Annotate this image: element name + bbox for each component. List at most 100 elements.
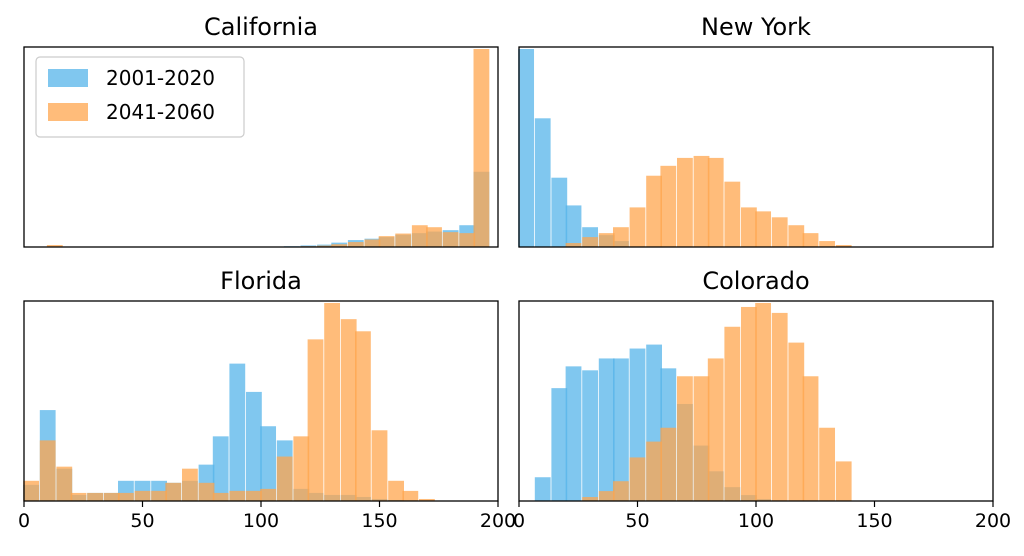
histogram-bar: [260, 426, 277, 501]
histogram-bar: [819, 427, 836, 501]
histogram-bar: [835, 245, 852, 247]
histogram-bar: [307, 339, 324, 501]
histogram-bar: [182, 468, 198, 501]
histogram-bar: [347, 242, 364, 247]
series-3-1: [582, 303, 852, 501]
histogram-bar: [613, 227, 629, 247]
x-tick-label: 50: [625, 510, 649, 532]
histogram-bar: [388, 480, 404, 501]
x-tick-label: 200: [975, 510, 1011, 532]
panel-title: California: [204, 13, 318, 41]
histogram-bar: [87, 492, 104, 501]
histogram-bar: [565, 205, 582, 247]
histogram-bar: [518, 49, 535, 247]
histogram-bar: [693, 376, 710, 501]
x-tick-label: 150: [856, 510, 892, 532]
histogram-bar: [212, 436, 229, 501]
histogram-bar: [724, 326, 741, 501]
histogram-bar: [598, 491, 615, 501]
histogram-bar: [151, 490, 167, 501]
histogram-bar: [740, 306, 757, 501]
histogram-bar: [260, 488, 277, 501]
histogram-bar: [598, 233, 615, 247]
histogram-bar: [198, 482, 215, 501]
x-tick-label: 100: [243, 510, 279, 532]
histogram-bar: [582, 497, 599, 501]
histogram-bar: [646, 175, 662, 247]
panel-title: New York: [701, 13, 811, 41]
histogram-bar: [646, 441, 662, 501]
panel-3: Colorado 0 50 100 150 200: [513, 267, 1011, 532]
histogram-bar: [317, 245, 333, 247]
histogram-bar: [565, 243, 582, 247]
histogram-bar: [355, 331, 371, 501]
legend-swatch: [48, 103, 88, 121]
histogram-bar: [70, 492, 87, 501]
histogram-bar: [740, 207, 757, 247]
x-tick-label: 150: [361, 510, 397, 532]
histogram-bar: [613, 358, 629, 501]
histogram-bar: [755, 211, 772, 247]
histogram-bar: [459, 233, 476, 247]
histogram-bar: [802, 376, 819, 501]
series-1-1: [565, 155, 852, 247]
axes-frame: [23, 46, 499, 248]
histogram-bar: [724, 181, 741, 247]
histogram-bar: [707, 157, 724, 247]
x-tick-label: 0: [513, 510, 525, 532]
histogram-bar: [411, 225, 428, 247]
histogram-bar: [660, 165, 677, 247]
x-tick-label: 50: [130, 510, 154, 532]
histogram-bar: [629, 457, 646, 501]
histogram-bar: [707, 358, 724, 501]
histogram-bar: [551, 177, 568, 247]
histogram-bar: [426, 227, 442, 247]
histogram-bar: [378, 236, 395, 247]
histogram-bar: [788, 342, 805, 501]
histogram-bar: [46, 245, 63, 247]
histogram-bar: [677, 376, 693, 501]
histogram-bar: [534, 118, 551, 247]
histogram-bar: [677, 157, 693, 247]
histogram-bar: [229, 363, 246, 501]
panel-title: Colorado: [702, 267, 809, 295]
histogram-bar: [598, 358, 615, 501]
histogram-bar: [802, 233, 819, 247]
histogram-bar: [56, 466, 73, 501]
histogram-bar: [300, 245, 317, 247]
histogram-bar: [39, 440, 56, 501]
histogram-bar: [771, 217, 788, 247]
panel-2: Florida 0 50 100 150 200: [18, 267, 516, 532]
legend-swatch: [48, 69, 88, 87]
histogram-bar: [693, 155, 710, 247]
legend: 2001-2020 2041-2060: [35, 56, 245, 138]
histogram-bar: [245, 391, 262, 501]
legend-label: 2001-2020: [106, 66, 215, 90]
histogram-bar: [819, 241, 836, 247]
histogram-bar: [660, 427, 677, 501]
histogram-bar: [212, 492, 229, 501]
histogram-bar: [103, 492, 120, 501]
legend-label: 2041-2060: [106, 100, 215, 124]
panel-0: California: [23, 13, 499, 248]
histogram-bar: [755, 303, 772, 501]
histogram-bar: [402, 490, 419, 501]
series-2-1: [23, 303, 435, 501]
histogram-bar: [788, 225, 805, 247]
histogram-bar: [118, 492, 134, 501]
histogram-bar: [442, 232, 459, 247]
histogram-bar: [771, 312, 788, 501]
histogram-bar: [371, 430, 388, 501]
series-1-0: [518, 49, 629, 247]
histogram-bar: [473, 49, 490, 247]
histogram-bar: [324, 303, 341, 501]
histogram-bar: [565, 366, 582, 501]
axes-frame: [518, 46, 994, 248]
histogram-bar: [229, 490, 246, 501]
series-0-1: [46, 49, 490, 247]
histogram-bar: [613, 481, 629, 501]
histogram-bar: [534, 477, 551, 501]
histogram-bar: [331, 244, 348, 247]
histogram-bar: [582, 237, 599, 247]
